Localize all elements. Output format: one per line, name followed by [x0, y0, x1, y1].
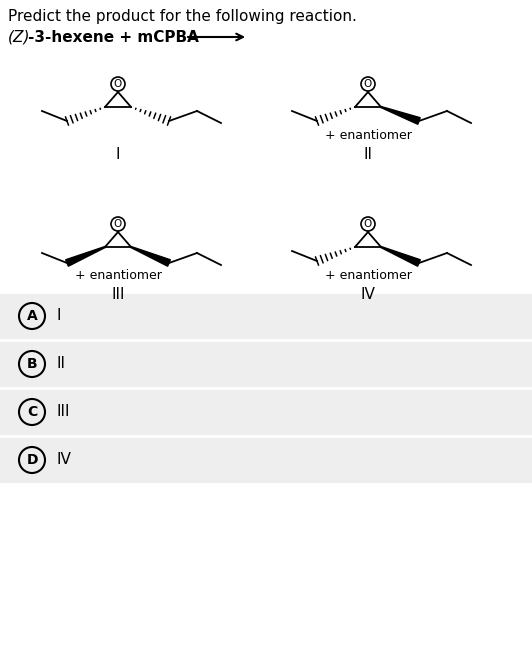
Text: D: D [26, 453, 38, 467]
Text: IV: IV [56, 452, 71, 468]
Text: O: O [114, 219, 122, 229]
Text: O: O [364, 219, 372, 229]
Bar [0, 388, 532, 436]
Text: IV: IV [361, 287, 376, 302]
Text: III: III [111, 287, 124, 302]
Bar [0, 340, 532, 388]
Text: II: II [363, 147, 372, 162]
Polygon shape [131, 247, 170, 266]
Text: Predict the product for the following reaction.: Predict the product for the following re… [8, 9, 357, 24]
Text: O: O [114, 79, 122, 89]
Bar [0, 436, 532, 484]
Text: + enantiomer: + enantiomer [74, 269, 161, 282]
Text: III: III [56, 404, 70, 419]
Polygon shape [381, 107, 420, 124]
Text: C: C [27, 405, 37, 419]
Text: I: I [56, 309, 61, 324]
Text: O: O [364, 79, 372, 89]
Polygon shape [65, 247, 105, 266]
Bar [0, 292, 532, 340]
Text: (Z): (Z) [8, 30, 30, 45]
Text: I: I [116, 147, 120, 162]
Text: + enantiomer: + enantiomer [325, 269, 411, 282]
Text: II: II [56, 356, 65, 371]
Polygon shape [381, 247, 420, 266]
Text: B: B [27, 357, 37, 371]
Text: A: A [27, 309, 37, 323]
Text: -3-hexene + mCPBA: -3-hexene + mCPBA [28, 30, 199, 45]
Text: + enantiomer: + enantiomer [325, 129, 411, 142]
